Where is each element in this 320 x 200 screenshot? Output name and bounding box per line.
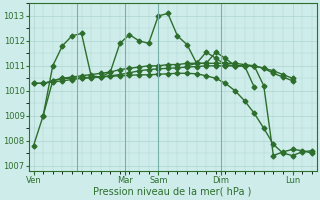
X-axis label: Pression niveau de la mer( hPa ): Pression niveau de la mer( hPa ) (93, 187, 252, 197)
